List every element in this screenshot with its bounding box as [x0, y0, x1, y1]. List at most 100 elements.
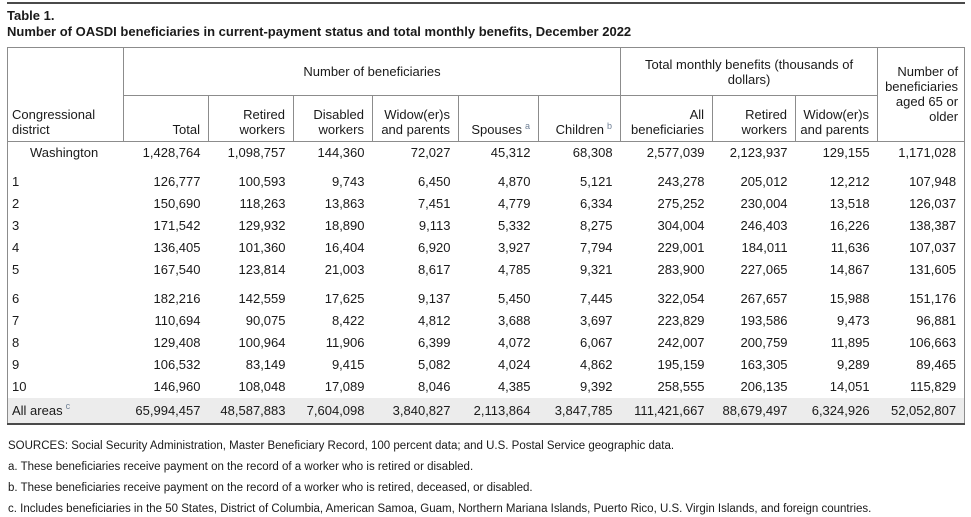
beneficiaries-table: Congressional district Number of benefic…: [7, 47, 966, 425]
value-cell: 243,278: [657, 174, 705, 189]
value-cell: 182,216: [153, 291, 201, 306]
value-cell: 229,001: [657, 240, 705, 255]
value-cell: 205,012: [740, 174, 788, 189]
table-row: 5 167,540 123,814 21,003 8,617 4,785 9,321 283,…: [8, 259, 965, 281]
value-cell: 13,863: [324, 196, 365, 211]
district-cell: 10: [12, 379, 27, 394]
total-row: All areas c 65,994,457 48,587,883 7,604,0…: [7, 397, 965, 425]
district-cell: 7: [12, 313, 20, 328]
value-cell: 4,385: [497, 379, 531, 394]
value-cell: 184,011: [741, 240, 788, 255]
value-cell: 200,759: [740, 335, 788, 350]
value-cell: 8,422: [331, 313, 365, 328]
footnote-marker-c[interactable]: c: [65, 401, 71, 412]
value-cell: 126,777: [153, 174, 201, 189]
table-body: Washington 1,428,764 1,098,757 144,360 72,02…: [8, 142, 965, 398]
value-cell: 8,617: [417, 262, 451, 277]
col-header-spouses-label: Spouses: [471, 122, 522, 137]
col-header-children: Children b: [538, 95, 622, 142]
value-cell: 6,324,926: [795, 397, 878, 425]
col-header-widowers-and-parents: Widow(er)s and parents: [372, 95, 459, 142]
value-cell: 52,052,807: [877, 397, 965, 425]
district-cell: 5: [12, 262, 20, 277]
col-group-number-of-beneficiaries: Number of beneficiaries: [123, 47, 622, 96]
value-cell: 4,870: [497, 174, 531, 189]
total-row-label-cell: All areas c: [7, 397, 124, 425]
top-rule: [7, 2, 965, 4]
col-header-retired-workers: Retired workers: [208, 95, 294, 142]
value-cell: 171,542: [153, 218, 201, 233]
value-cell: 5,082: [417, 357, 451, 372]
value-cell: 9,415: [331, 357, 365, 372]
district-cell: Washington: [30, 145, 99, 161]
table-row: 10 146,960 108,048 17,089 8,046 4,385 9,392 258…: [8, 376, 965, 398]
footnote-marker-b[interactable]: b: [607, 120, 613, 131]
value-cell: 7,451: [417, 196, 451, 211]
value-cell: 6,399: [417, 335, 451, 350]
district-cell: 6: [12, 291, 20, 306]
col-header-all-beneficiaries: All beneficiaries: [620, 95, 714, 142]
value-cell: 65,994,457: [123, 397, 209, 425]
value-cell: 2,113,864: [458, 397, 539, 425]
value-cell: 1,171,028: [898, 145, 957, 161]
table-row: 9 106,532 83,149 9,415 5,082 4,024 4,862 195,15…: [8, 354, 965, 376]
value-cell: 129,155: [822, 145, 870, 161]
value-cell: 6,334: [580, 196, 613, 211]
value-cell: 9,392: [580, 379, 613, 394]
value-cell: 11,895: [830, 335, 870, 350]
value-cell: 9,289: [837, 357, 870, 372]
value-cell: 144,360: [317, 145, 365, 161]
col-header-total: Total: [123, 95, 209, 142]
table-footer: All areas c 65,994,457 48,587,883 7,604,0…: [7, 397, 965, 425]
footnotes: SOURCES: Social Security Administration,…: [7, 439, 965, 516]
value-cell: 3,840,827: [372, 397, 459, 425]
value-cell: 6,067: [580, 335, 613, 350]
value-cell: 246,403: [740, 218, 788, 233]
district-cell: 4: [12, 240, 20, 255]
value-cell: 107,948: [909, 174, 957, 189]
value-cell: 8,275: [580, 218, 613, 233]
table-row: 8 129,408 100,964 11,906 6,399 4,072 6,067 242,…: [8, 332, 965, 354]
table-row: 1 126,777 100,593 9,743 6,450 4,870 5,121 243,2…: [8, 171, 965, 193]
value-cell: 118,263: [239, 196, 286, 211]
group-header-row: Congressional district Number of benefic…: [7, 47, 965, 142]
value-cell: 4,862: [580, 357, 613, 372]
value-cell: 150,690: [153, 196, 201, 211]
value-cell: 322,054: [657, 291, 705, 306]
value-cell: 195,159: [657, 357, 705, 372]
value-cell: 1,098,757: [227, 145, 286, 161]
table-label: Table 1.: [7, 8, 55, 23]
value-cell: 142,559: [238, 291, 286, 306]
value-cell: 13,518: [829, 196, 870, 211]
value-cell: 9,113: [418, 218, 451, 233]
value-cell: 11,636: [830, 240, 870, 255]
value-cell: 83,149: [245, 357, 286, 372]
value-cell: 167,540: [153, 262, 201, 277]
value-cell: 258,555: [657, 379, 705, 394]
table-row: 2 150,690 118,263 13,863 7,451 4,779 6,334 275,…: [8, 193, 965, 215]
value-cell: 72,027: [410, 145, 451, 161]
total-row-label: All areas: [12, 402, 63, 418]
table-row: 3 171,542 129,932 18,890 9,113 5,332 8,275 304,…: [8, 215, 965, 237]
value-cell: 3,927: [497, 240, 531, 255]
spacer-cell: [8, 164, 965, 171]
value-cell: 138,387: [909, 218, 957, 233]
value-cell: 230,004: [740, 196, 788, 211]
spacer-row: [8, 281, 965, 288]
district-cell: 3: [12, 218, 20, 233]
value-cell: 4,812: [417, 313, 451, 328]
value-cell: 3,688: [497, 313, 531, 328]
footnote-marker-a[interactable]: a: [524, 120, 530, 131]
value-cell: 5,450: [497, 291, 531, 306]
value-cell: 131,605: [909, 262, 957, 277]
value-cell: 90,075: [245, 313, 286, 328]
table-header: Congressional district Number of benefic…: [7, 47, 965, 142]
spacer-cell: [8, 281, 965, 288]
value-cell: 7,445: [580, 291, 613, 306]
value-cell: 17,089: [324, 379, 365, 394]
value-cell: 11,906: [325, 335, 365, 350]
value-cell: 115,829: [910, 379, 957, 394]
col-header-spouses: Spouses a: [458, 95, 539, 142]
footnote-sources: SOURCES: Social Security Administration,…: [8, 439, 675, 452]
